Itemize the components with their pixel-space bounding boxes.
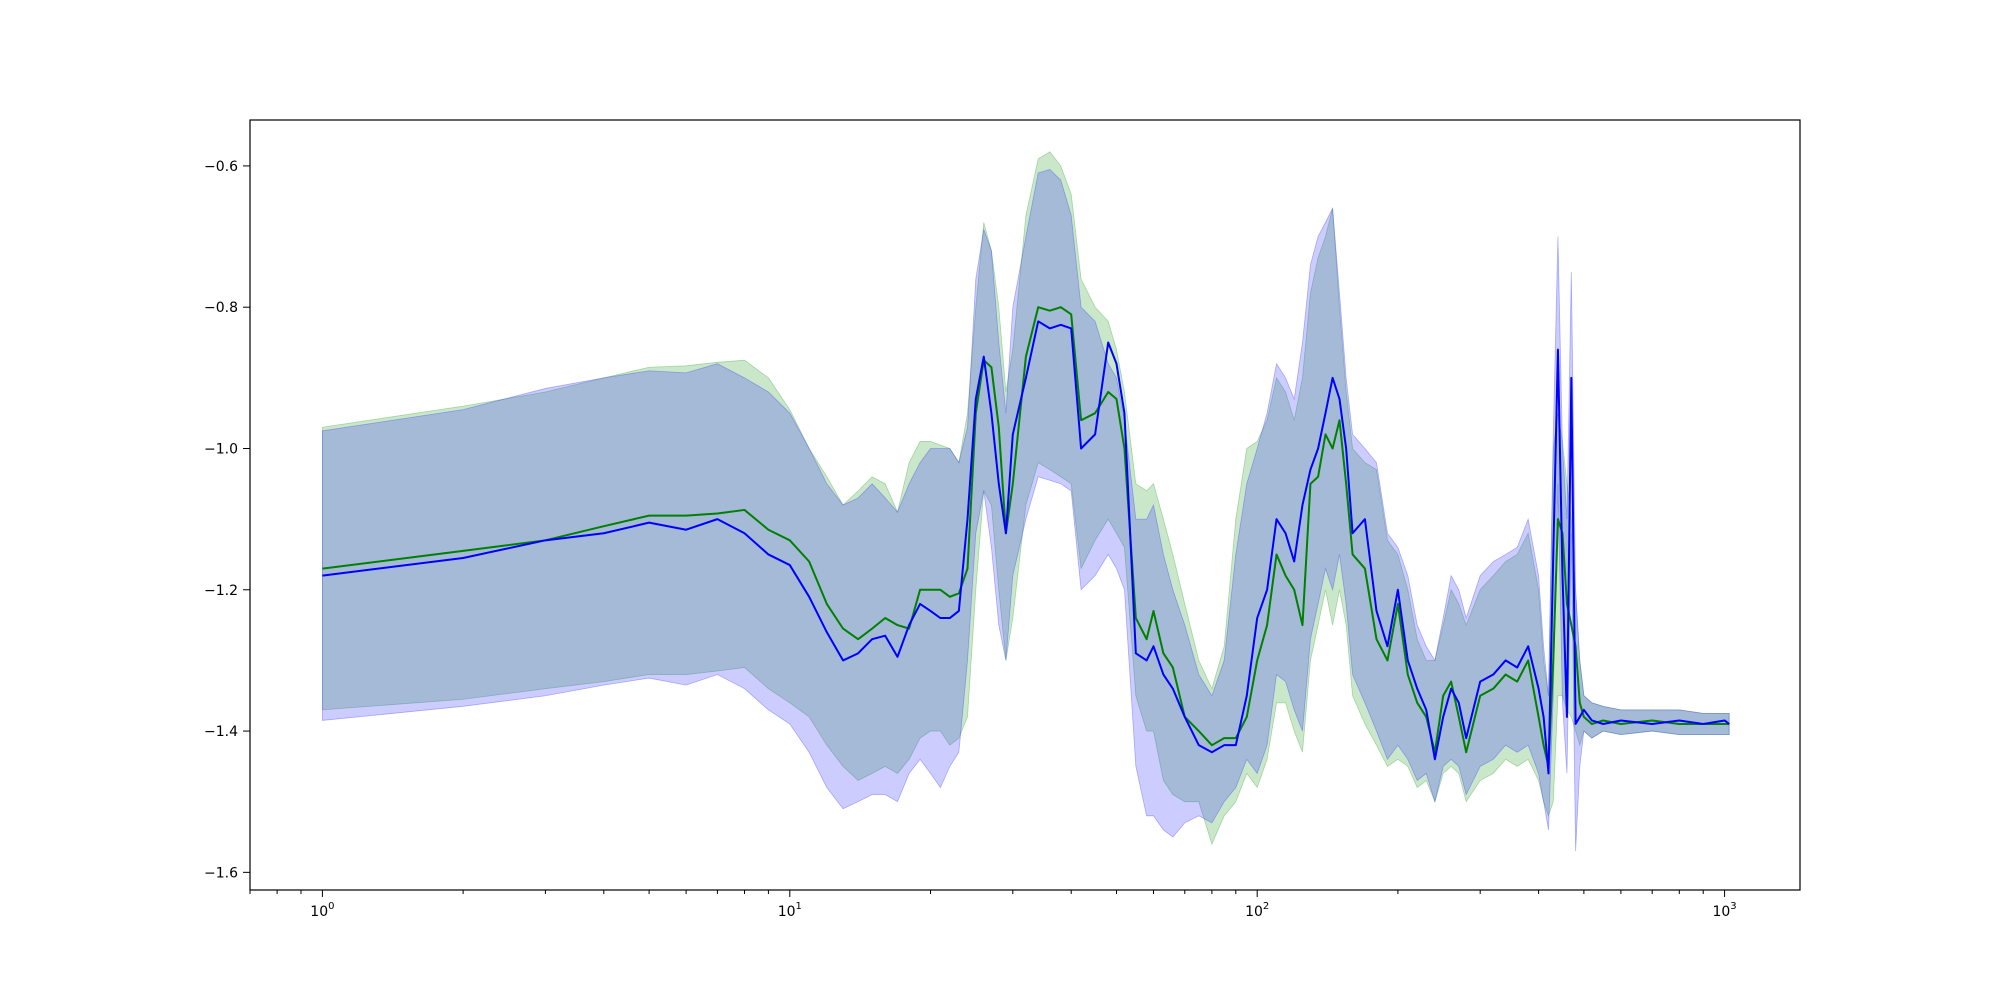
- x-tick-exponent: 3: [1730, 901, 1736, 912]
- x-tick-label: 101: [778, 901, 802, 920]
- x-tick-label: 103: [1712, 901, 1736, 920]
- x-tick-base: 10: [1245, 904, 1263, 920]
- y-tick-label: −0.6: [204, 159, 238, 175]
- x-tick-label: 100: [310, 901, 334, 920]
- y-tick-label: −1.6: [204, 865, 238, 881]
- confidence-bands: [321, 151, 1730, 852]
- x-tick-exponent: 2: [1263, 901, 1269, 912]
- y-tick-label: −1.2: [204, 583, 238, 599]
- x-tick-exponent: 1: [796, 901, 802, 912]
- y-tick-label: −1.0: [204, 441, 238, 457]
- x-tick-label: 102: [1245, 901, 1269, 920]
- series-1-band: [321, 151, 1730, 846]
- x-tick-exponent: 0: [328, 901, 334, 912]
- series-2-line: [322, 320, 1730, 775]
- x-axis: 100 101 102 103: [249, 890, 1737, 920]
- plot-area-frame: [249, 119, 1801, 891]
- series-2-band: [321, 168, 1730, 852]
- x-tick-base: 10: [1712, 904, 1730, 920]
- x-tick-base: 10: [310, 904, 328, 920]
- series-lines: [322, 306, 1730, 775]
- y-tick-label: −1.4: [204, 724, 238, 740]
- x-tick-base: 10: [778, 904, 796, 920]
- y-tick-label: −0.8: [204, 300, 238, 316]
- y-axis: −0.6 −0.8 −1.0 −1.2 −1.4 −1.6: [204, 159, 250, 881]
